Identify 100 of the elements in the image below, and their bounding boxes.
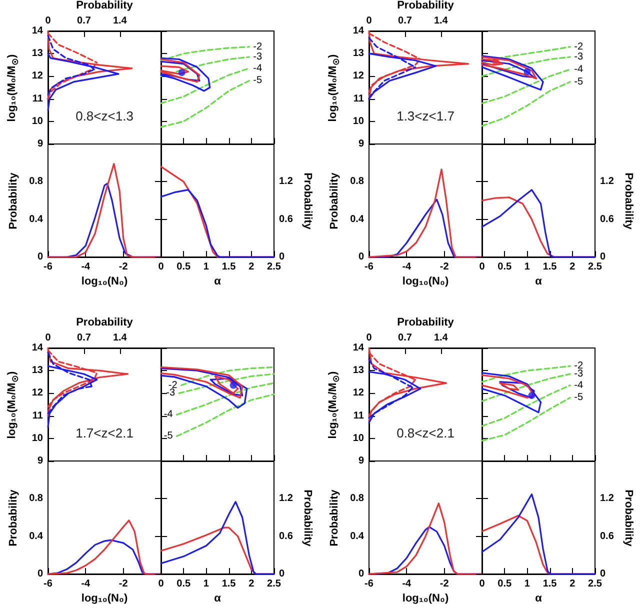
- y-tick-label: 0: [37, 568, 44, 580]
- series-label: -4: [164, 409, 174, 420]
- annotation: 0.8<z<2.1: [396, 425, 454, 440]
- series-label: -3: [574, 368, 584, 380]
- x-tick-label: 2.5: [588, 578, 602, 590]
- y-tick-label: 0.4: [350, 530, 364, 542]
- x-tick-label: 0.5: [498, 262, 512, 272]
- y2-tick-label: 1.2: [600, 176, 614, 188]
- y2-tick-label: 1.2: [279, 176, 294, 188]
- y-tick-label: 14: [352, 26, 364, 36]
- y-tick-label: 9: [37, 138, 44, 150]
- x-tick-label: 2.5: [588, 262, 602, 272]
- y-tick-label: 14: [32, 26, 44, 36]
- series-label: -4: [574, 380, 584, 391]
- y2-axis-title: Probability: [622, 172, 634, 229]
- series-label: -3: [166, 388, 176, 399]
- y-tick-label: 0.4: [29, 530, 44, 542]
- x-tick-label: 1.5: [222, 262, 236, 272]
- y-tick-label: 12: [32, 388, 44, 399]
- y2-axis-title: Probability: [622, 489, 634, 546]
- y-tick-label: 9: [37, 456, 44, 466]
- x-tick-label: -2: [440, 578, 450, 590]
- y2-tick-label: 1.2: [279, 493, 294, 504]
- x-axis-title: log₁₀(N₀): [402, 592, 449, 606]
- x-tick-label: 1: [524, 578, 530, 590]
- y-tick-label: 13: [32, 48, 44, 60]
- y-tick-label: 13: [32, 365, 44, 376]
- series-label: -2: [253, 41, 262, 52]
- y-tick-label: 0.8: [350, 493, 364, 504]
- x-axis-title: log₁₀(N₀): [402, 276, 449, 288]
- x-tick-label: 1.5: [542, 578, 558, 590]
- x-tick-label: 2.5: [267, 262, 282, 272]
- x-tick-label: -2: [118, 578, 128, 590]
- x-axis-title: Probability: [397, 0, 454, 12]
- y-tick-label: 0.4: [29, 214, 44, 225]
- x-tick-label: 0: [45, 332, 52, 344]
- y-tick-label: 12: [32, 70, 44, 82]
- x-tick-label: -2: [440, 262, 450, 272]
- y2-tick-label: 0: [600, 568, 606, 580]
- x-axis-title: Probability: [397, 316, 454, 330]
- x-tick-label: 1.5: [542, 262, 558, 272]
- x-tick-label: 0.7: [77, 332, 92, 344]
- x-tick-label: 0: [479, 262, 486, 272]
- x-tick-label: -6: [364, 578, 374, 590]
- series-label: -3: [574, 51, 584, 62]
- x-axis-title: α: [214, 276, 221, 288]
- x-tick-label: 0.5: [498, 578, 512, 590]
- y-tick-label: 9: [358, 138, 364, 150]
- x-tick-label: 1.4: [112, 16, 128, 26]
- x-tick-label: 1: [524, 262, 530, 272]
- x-axis-title: Probability: [76, 0, 133, 12]
- y2-tick-label: 0.6: [600, 214, 614, 225]
- y2-tick-label: 1.2: [600, 493, 614, 504]
- series-label: -5: [164, 430, 174, 442]
- series-label: -4: [253, 62, 262, 74]
- x-axis-title: α: [535, 592, 542, 606]
- y-tick-label: 0: [37, 252, 44, 262]
- x-tick-label: 0.7: [398, 332, 412, 344]
- y-tick-label: 12: [352, 70, 364, 82]
- series-label: -5: [574, 76, 584, 88]
- y-tick-label: 0.8: [29, 176, 44, 188]
- y2-tick-label: 0.6: [279, 214, 294, 225]
- y-tick-label: 10: [32, 432, 44, 444]
- x-axis-title: Probability: [76, 316, 133, 330]
- x-axis-title: log₁₀(N₀): [81, 592, 128, 606]
- x-tick-label: 2: [248, 262, 255, 272]
- x-tick-label: -2: [118, 262, 128, 272]
- y-tick-label: 14: [352, 342, 364, 354]
- x-axis-title: α: [214, 592, 221, 606]
- x-tick-label: 0: [366, 332, 372, 344]
- series-label: -2: [574, 41, 584, 52]
- annotation: 0.8<z<1.3: [76, 108, 134, 124]
- x-tick-label: 0.5: [176, 262, 191, 272]
- y2-axis-title: Probability: [300, 172, 314, 229]
- y2-tick-label: 0.6: [600, 530, 614, 542]
- x-tick-label: 0: [479, 578, 486, 590]
- x-tick-label: 1.5: [222, 578, 236, 590]
- y-tick-label: 0.8: [350, 176, 364, 188]
- x-tick-label: 1.4: [434, 332, 448, 344]
- y-tick-label: 0: [358, 252, 364, 262]
- x-tick-label: 0: [158, 262, 164, 272]
- x-tick-label: -4: [402, 262, 412, 272]
- x-tick-label: 0.5: [176, 578, 191, 590]
- x-tick-label: 1.4: [112, 332, 128, 344]
- y-tick-label: 9: [358, 456, 364, 466]
- x-tick-label: -4: [81, 578, 91, 590]
- x-tick-label: -6: [44, 262, 53, 272]
- x-tick-label: 2: [248, 578, 255, 590]
- annotation: 1.3<z<1.7: [396, 108, 454, 124]
- y2-axis-title: Probability: [300, 489, 314, 546]
- x-tick-label: -6: [44, 578, 53, 590]
- series-label: -3: [253, 51, 262, 62]
- x-tick-label: 0: [45, 16, 52, 26]
- y-tick-label: 11: [353, 93, 364, 104]
- y-tick-label: 10: [352, 432, 364, 444]
- x-tick-label: 0: [366, 16, 372, 26]
- y-axis-title: Probability: [328, 172, 342, 229]
- y2-tick-label: 0: [279, 252, 285, 262]
- y-tick-label: 13: [352, 365, 364, 376]
- y2-tick-label: 0.6: [279, 530, 294, 542]
